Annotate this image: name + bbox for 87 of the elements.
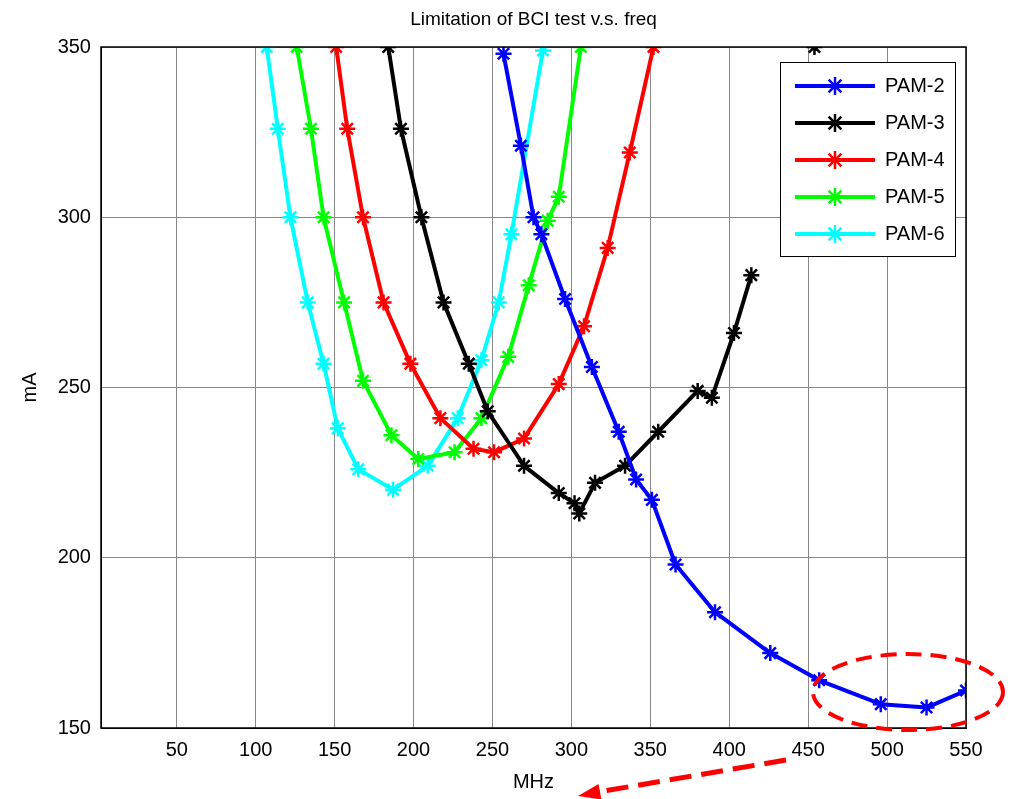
point xyxy=(514,456,534,476)
point xyxy=(268,119,288,138)
point xyxy=(499,347,518,367)
point xyxy=(434,293,453,312)
point xyxy=(761,643,780,663)
point xyxy=(642,490,662,510)
point xyxy=(445,442,464,462)
x-tick-label: 50 xyxy=(165,737,188,760)
point xyxy=(917,698,936,717)
point xyxy=(409,449,428,469)
point xyxy=(328,419,348,438)
point xyxy=(565,494,584,513)
point xyxy=(472,351,491,370)
point xyxy=(549,187,569,207)
point xyxy=(448,408,467,428)
legend-label: PAM-6 xyxy=(885,222,945,245)
point xyxy=(598,238,617,258)
point xyxy=(514,429,534,448)
point xyxy=(570,504,589,523)
point xyxy=(281,208,300,227)
point xyxy=(382,425,401,445)
point xyxy=(742,265,761,285)
point xyxy=(555,289,575,309)
point xyxy=(620,143,640,162)
point xyxy=(464,439,483,459)
point xyxy=(494,47,513,64)
point xyxy=(489,293,509,312)
point xyxy=(724,323,744,343)
x-tick-label: 200 xyxy=(396,737,431,760)
legend-label: PAM-5 xyxy=(885,185,945,208)
point xyxy=(412,208,431,227)
point xyxy=(549,374,569,394)
x-tick-label: 300 xyxy=(554,737,589,760)
chart-title: Limitation of BCI test v.s. freq xyxy=(410,8,657,30)
y-tick-label: 250 xyxy=(57,375,91,398)
y-tick-label: 350 xyxy=(57,34,91,57)
point xyxy=(431,408,450,428)
point xyxy=(353,371,373,390)
point xyxy=(401,354,420,373)
point xyxy=(459,354,479,373)
x-tick-label: 150 xyxy=(317,737,352,760)
point xyxy=(418,456,437,476)
x-axis-title: MHz xyxy=(512,769,555,792)
point xyxy=(524,208,543,227)
point xyxy=(314,354,333,373)
x-tick-label: 100 xyxy=(239,737,273,760)
point xyxy=(353,208,373,227)
y-tick-label: 300 xyxy=(57,204,91,227)
point xyxy=(871,694,891,714)
point xyxy=(519,276,539,295)
x-tick-label: 250 xyxy=(475,737,510,760)
point xyxy=(383,480,403,499)
point xyxy=(609,422,628,442)
point xyxy=(301,119,321,138)
point xyxy=(337,119,357,138)
y-tick-label: 200 xyxy=(57,545,91,568)
point xyxy=(702,388,722,407)
x-tick-label: 400 xyxy=(712,737,746,760)
point xyxy=(549,483,569,503)
x-tick-label: 500 xyxy=(870,737,904,760)
x-tick-label: 450 xyxy=(791,737,825,760)
x-tick-label: 350 xyxy=(633,737,667,760)
legend-label: PAM-3 xyxy=(885,111,945,134)
point xyxy=(349,459,368,479)
point xyxy=(502,225,521,244)
point xyxy=(538,211,557,230)
y-tick-label: 150 xyxy=(57,715,91,738)
x-tick-label: 550 xyxy=(949,737,983,760)
point xyxy=(582,357,602,377)
point xyxy=(484,442,504,462)
point xyxy=(532,225,551,244)
point xyxy=(648,422,668,442)
point xyxy=(374,293,393,312)
point xyxy=(391,119,411,138)
point xyxy=(334,293,354,312)
y-axis-title: mA xyxy=(17,371,40,403)
point xyxy=(585,473,605,493)
point xyxy=(688,381,707,401)
legend-label: PAM-2 xyxy=(885,74,945,97)
point xyxy=(298,293,318,312)
point xyxy=(478,402,497,421)
point xyxy=(314,208,333,227)
point xyxy=(666,555,685,574)
point xyxy=(705,602,725,622)
point xyxy=(511,136,531,155)
point xyxy=(626,470,646,489)
legend-label: PAM-4 xyxy=(885,148,945,171)
